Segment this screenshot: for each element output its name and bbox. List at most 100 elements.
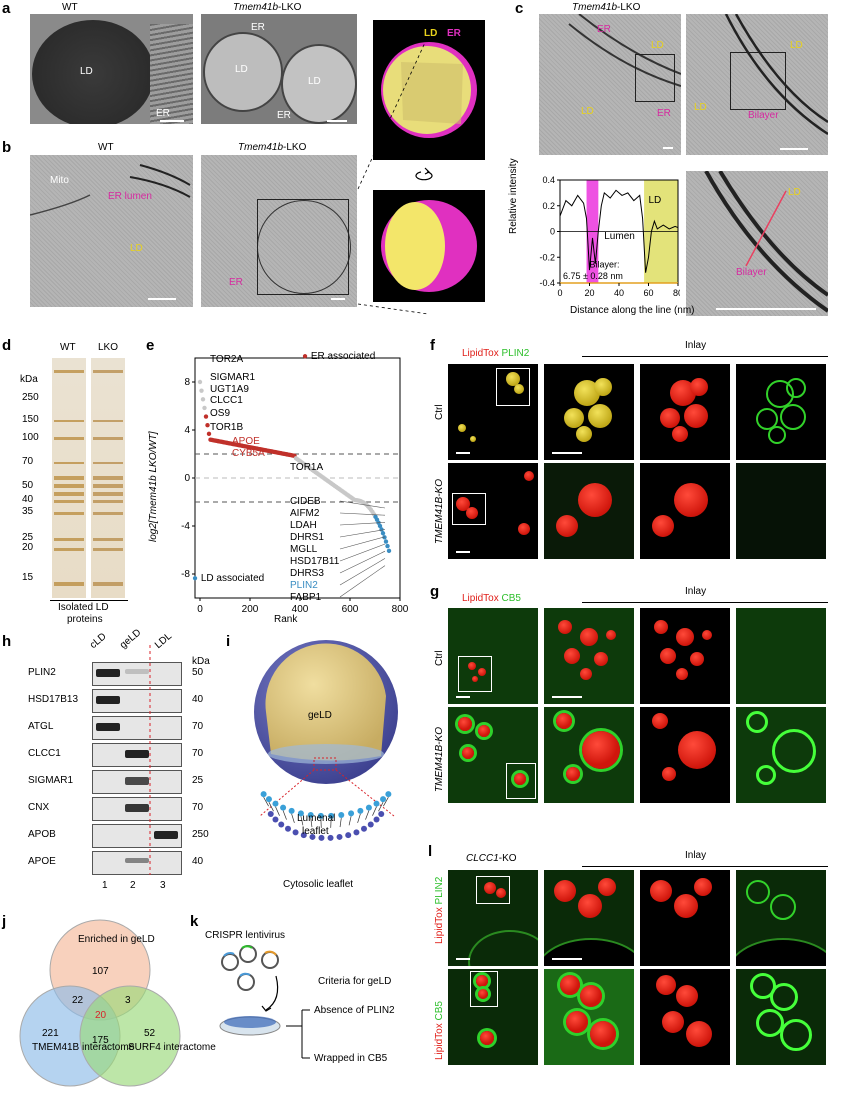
micrograph-g-ctrl-merge [544, 608, 634, 704]
marker-label: 35 [22, 506, 34, 517]
zoom-lines-model [357, 35, 429, 315]
row-label-l1: LipidTox PLIN2 [434, 876, 445, 944]
lane-label-ldl: LDL [152, 630, 175, 651]
blot-kda: 70 [192, 721, 204, 732]
data-point [383, 539, 389, 544]
cytosolic-leaflet: Cytosolic leaflet [283, 879, 354, 890]
marker-label: 25 [22, 532, 34, 543]
gene-label: OS9 [210, 408, 230, 419]
micrograph-g-ko-green [736, 707, 826, 803]
panel-label-f: f [430, 337, 435, 354]
gel-band [54, 548, 84, 551]
row-label-ctrl: Ctrl [434, 404, 445, 420]
legend-ld-associated: ● LD associated [192, 573, 265, 584]
y-tick-label: 0.4 [542, 175, 555, 185]
blot-kda: 40 [192, 856, 204, 867]
leader-line [339, 529, 386, 538]
tomogram-c-overview: ER LD LD ER [539, 14, 681, 155]
gel-band [54, 476, 84, 480]
gene-label: PLIN2 [290, 580, 318, 591]
em-label-ld: LD [651, 40, 664, 51]
lipid-head [278, 821, 285, 828]
lane-number: 2 [130, 880, 136, 891]
micrograph-f-ctrl-red [640, 364, 730, 460]
gel-band [93, 476, 123, 480]
em-label-mito: Mito [50, 175, 69, 186]
em-label-ld: LD [308, 76, 321, 87]
gel-band [93, 512, 123, 515]
inlay-label: Inlay [685, 340, 707, 351]
x-tick-label: 40 [614, 288, 624, 298]
x-tick-label: 600 [342, 604, 359, 615]
gel-band [93, 437, 123, 440]
tomogram-b-wt: Mito ER lumen LD [30, 155, 193, 307]
lipid-head [309, 833, 316, 840]
em-image-a-lko: LD LD ER ER [201, 14, 357, 124]
panel-label-b: b [2, 139, 12, 156]
venn-count-tmem41b-surf4: 175 [92, 1035, 109, 1046]
lipid-head [338, 812, 345, 819]
kda-label: kDa [20, 374, 38, 385]
lipid-head [357, 807, 364, 814]
row-label-ctrl: Ctrl [434, 650, 445, 666]
panel-label-l: l [428, 843, 433, 860]
lipid-tail [268, 802, 274, 812]
gel-band [54, 582, 84, 586]
panel-label-e: e [146, 337, 155, 354]
leader-line [339, 536, 386, 550]
em-label-er: ER [156, 108, 170, 119]
lipid-head [380, 796, 387, 803]
marker-label: 40 [22, 494, 34, 505]
panel-label-c: c [515, 0, 524, 17]
leader-line [339, 565, 386, 598]
row-label-l2: LipidTox CB5 [434, 1001, 445, 1060]
gene-label: TOR2A [210, 354, 243, 365]
gel-band [93, 370, 123, 373]
rank-ylabel: log2[Tmem41b LKO/WT] [148, 431, 159, 542]
gel-band [54, 512, 84, 515]
micrograph-f-ctrl-green [736, 364, 826, 460]
panel-a-lko-title: Tmem41b-LKO [233, 2, 302, 13]
blot-band [125, 777, 149, 785]
gel-band [54, 538, 84, 541]
gel-band [93, 538, 123, 541]
em-label-ld: LD [80, 66, 93, 77]
x-tick-label: 0 [557, 288, 562, 298]
blot-row-label: CNX [28, 802, 50, 813]
panel-label-k: k [190, 913, 199, 930]
lane-label-wt: WT [60, 342, 76, 353]
gene-label: SIGMAR1 [210, 372, 255, 383]
leader-line [339, 522, 386, 526]
data-point [200, 397, 206, 402]
bilayer-label: Bilayer: [590, 260, 620, 270]
blot-band [125, 669, 149, 674]
gel-caption-1: Isolated LD [58, 602, 109, 613]
blot-kda: 70 [192, 802, 204, 813]
lipid-head [288, 807, 295, 814]
crispr-title: CRISPR lentivirus [205, 930, 286, 941]
y-tick-label: 0 [184, 473, 190, 484]
venn-count-geld-surf4: 3 [125, 995, 131, 1006]
y-tick-label: 4 [184, 425, 190, 436]
tomogram-c-zoom2: LD Bilayer [686, 171, 828, 316]
lipid-head [361, 825, 368, 832]
gene-label: TOR1B [210, 422, 243, 433]
micrograph-l-cb5-overview [448, 969, 538, 1065]
stain-label: LipidTox CB5 [462, 593, 521, 604]
leader-line [339, 558, 386, 586]
blot-band [96, 669, 120, 677]
micrograph-f-ko-merge [544, 463, 634, 559]
intensity-profile-line [559, 189, 679, 273]
region-label-ld: LD [649, 195, 662, 206]
em-label-bilayer: Bilayer [736, 267, 767, 278]
leader-line [339, 550, 386, 574]
lipid-tail [378, 802, 384, 812]
em-label-ld: LD [581, 106, 594, 117]
lipid-head [280, 804, 287, 811]
micrograph-f-ctrl-merge [544, 364, 634, 460]
lipid-head [318, 834, 325, 841]
marker-label: 15 [22, 572, 34, 583]
marker-label: 150 [22, 414, 39, 425]
micrograph-l-plin2-green [736, 870, 826, 966]
micrograph-f-ko-red [640, 463, 730, 559]
